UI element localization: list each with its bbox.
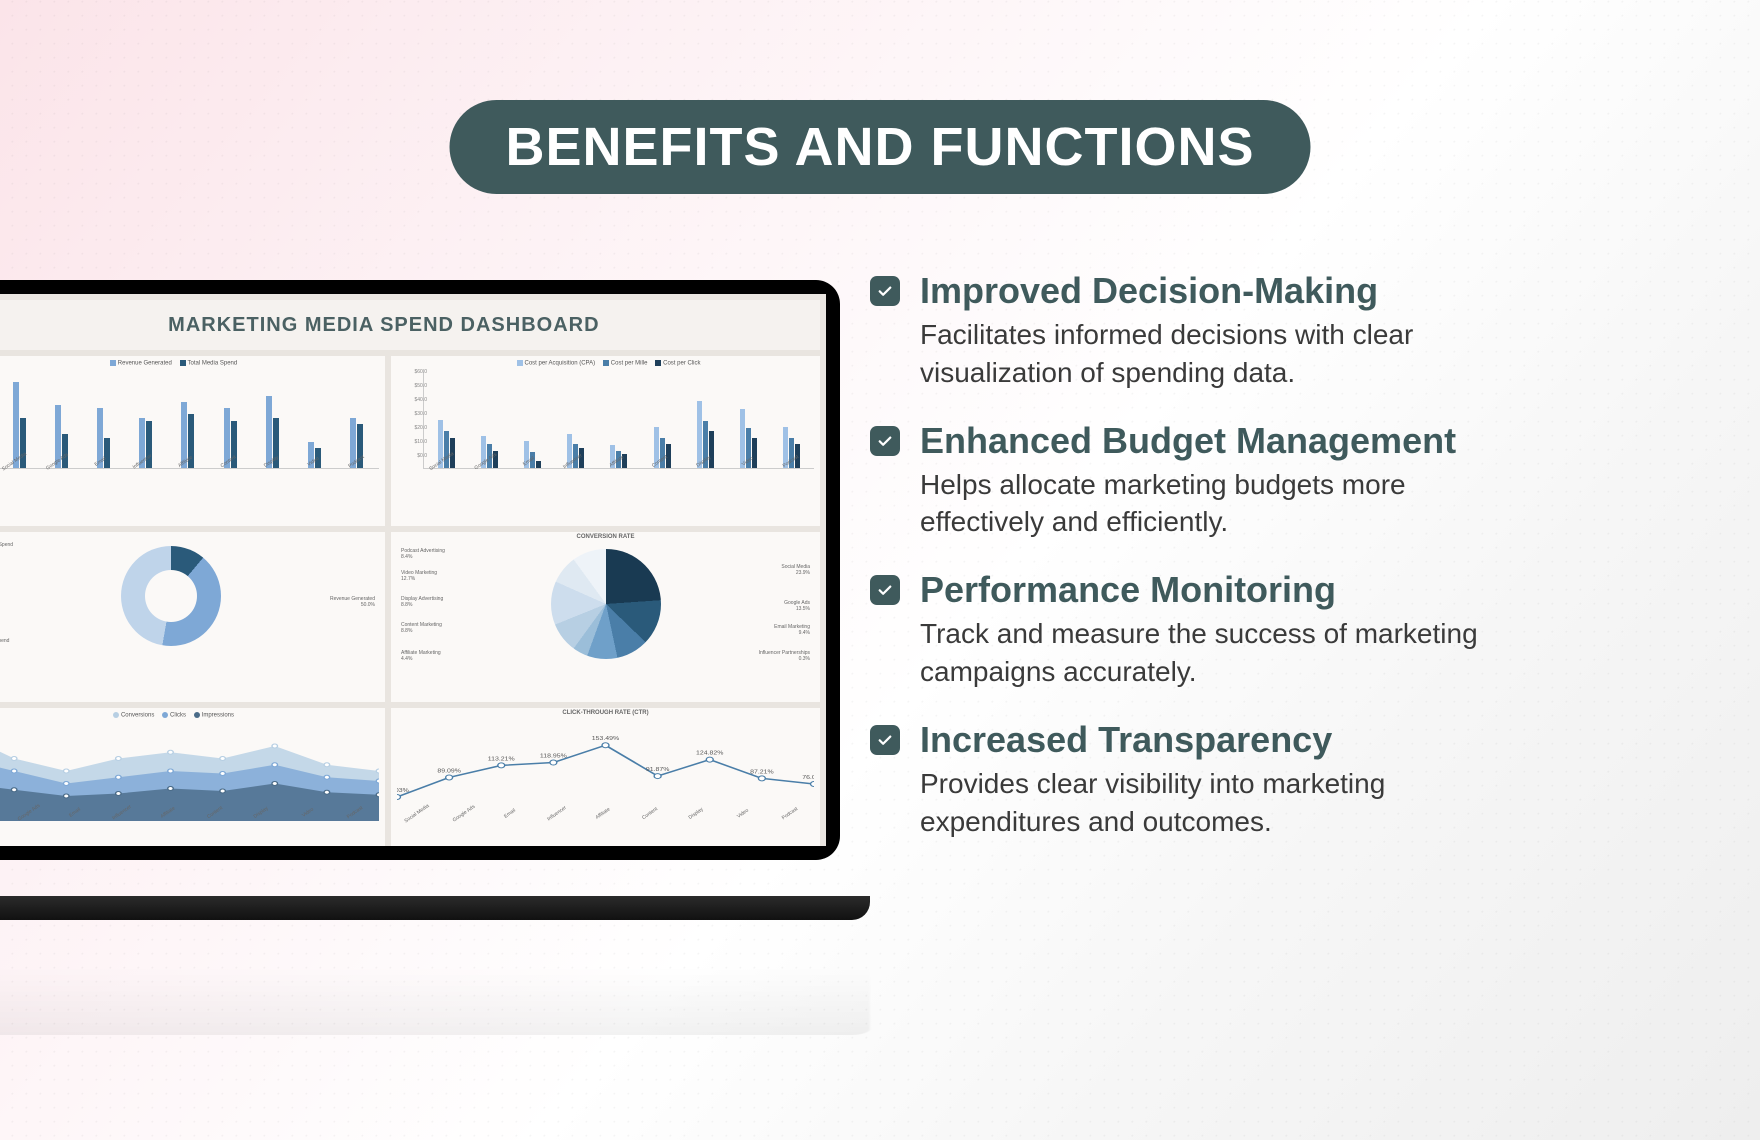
svg-text:118.95%: 118.95% bbox=[540, 754, 568, 759]
check-icon bbox=[870, 426, 900, 456]
benefit-title: Enhanced Budget Management bbox=[920, 420, 1480, 462]
legend-item: Conversions bbox=[121, 713, 154, 719]
donut-chart-spend-breakdown: Return on Ad Spend8.8% Total Media Spend… bbox=[0, 532, 385, 702]
laptop-mockup: YOUR LOGO Company NameCompan AddressComp… bbox=[0, 280, 840, 920]
pie-label: Display Advertising8.8% bbox=[401, 596, 443, 608]
laptop-screen: YOUR LOGO Company NameCompan AddressComp… bbox=[0, 294, 826, 846]
bar-chart-costs: Cost per Acquisition (CPA) Cost per Mill… bbox=[391, 356, 820, 526]
pie-label: Podcast Advertising8.4% bbox=[401, 548, 445, 560]
x-axis-labels: Social MediaGoogle AdsEmailInfluencerAff… bbox=[397, 824, 814, 830]
area-chart-engagement: Conversions Clicks Impressions Social Me… bbox=[0, 708, 385, 846]
laptop-body: YOUR LOGO Company NameCompan AddressComp… bbox=[0, 280, 840, 860]
pie-shape bbox=[551, 549, 661, 659]
pie-chart-conversion-rate: CONVERSION RATE Social Media23.9% Google… bbox=[391, 532, 820, 702]
chart-legend: Cost per Acquisition (CPA) Cost per Mill… bbox=[397, 360, 814, 367]
benefit-desc: Helps allocate marketing budgets more ef… bbox=[920, 466, 1480, 542]
pie-label: Google Ads13.5% bbox=[784, 600, 810, 612]
chart-legend: Conversions Clicks Impressions bbox=[0, 712, 379, 719]
dashboard: YOUR LOGO Company NameCompan AddressComp… bbox=[0, 294, 826, 846]
benefit-desc: Facilitates informed decisions with clea… bbox=[920, 316, 1480, 392]
line-chart-ctr: CLICK-THROUGH RATE (CTR) 50.03% 89.09% 1… bbox=[391, 708, 820, 846]
y-axis-ticks: $60.0$50.0$40.0$30.0$20.0$10.0$0.0 bbox=[397, 369, 427, 459]
pie-label: Social Media23.9% bbox=[781, 564, 810, 576]
check-icon bbox=[870, 575, 900, 605]
legend-item: Cost per Mille bbox=[611, 361, 648, 367]
svg-text:153.49%: 153.49% bbox=[592, 737, 620, 742]
legend-item: Cost per Acquisition (CPA) bbox=[525, 361, 596, 367]
dashboard-title: MARKETING MEDIA SPEND DASHBOARD bbox=[0, 314, 814, 337]
svg-text:113.21%: 113.21% bbox=[488, 757, 516, 762]
pie-label: Influencer Partnerships0.3% bbox=[759, 650, 810, 662]
bar-click bbox=[536, 461, 541, 468]
page-title-pill: BENEFITS AND FUNCTIONS bbox=[450, 100, 1311, 194]
svg-text:89.09%: 89.09% bbox=[437, 769, 461, 774]
bar-chart-revenue-vs-spend: Revenue Generated Total Media Spend $30,… bbox=[0, 356, 385, 526]
legend-item: Impressions bbox=[202, 713, 234, 719]
pie-container: Social Media23.9% Google Ads13.5% Email … bbox=[397, 544, 814, 664]
chart-title: CONVERSION RATE bbox=[577, 534, 635, 540]
bar-click bbox=[709, 431, 714, 468]
donut-label: Revenue Generated50.0% bbox=[330, 596, 375, 608]
dashboard-header: YOUR LOGO Company NameCompan AddressComp… bbox=[0, 300, 820, 350]
check-icon bbox=[870, 725, 900, 755]
benefit-title: Increased Transparency bbox=[920, 719, 1480, 761]
benefit-title: Performance Monitoring bbox=[920, 569, 1480, 611]
svg-text:87.21%: 87.21% bbox=[750, 770, 774, 775]
benefits-list: Improved Decision-Making Facilitates inf… bbox=[870, 270, 1700, 840]
legend-item: Revenue Generated bbox=[118, 361, 172, 367]
benefit-text: Improved Decision-Making Facilitates inf… bbox=[920, 270, 1480, 392]
pie-label: Content Marketing8.8% bbox=[401, 622, 442, 634]
svg-text:50.03%: 50.03% bbox=[397, 789, 409, 794]
pie-label: Email Marketing9.4% bbox=[774, 624, 810, 636]
bar-cpa bbox=[697, 401, 702, 468]
chart-legend: Revenue Generated Total Media Spend bbox=[0, 360, 379, 367]
benefit-title: Improved Decision-Making bbox=[920, 270, 1480, 312]
x-axis-labels: Social MediaGoogle AdsEmailInfluencerAff… bbox=[0, 471, 379, 477]
benefit-text: Performance Monitoring Track and measure… bbox=[920, 569, 1480, 691]
donut-label: Total Media Spend41.1% bbox=[0, 638, 9, 650]
x-axis-labels: Social MediaGoogle AdsEmailInfluencerAff… bbox=[0, 823, 379, 829]
svg-text:124.82%: 124.82% bbox=[696, 751, 724, 756]
svg-text:91.87%: 91.87% bbox=[646, 768, 670, 773]
legend-item: Clicks bbox=[170, 713, 186, 719]
benefit-text: Enhanced Budget Management Helps allocat… bbox=[920, 420, 1480, 542]
legend-item: Cost per Click bbox=[663, 361, 700, 367]
benefit-desc: Track and measure the success of marketi… bbox=[920, 615, 1480, 691]
svg-text:76.00%: 76.00% bbox=[802, 776, 814, 781]
benefit-item: Performance Monitoring Track and measure… bbox=[870, 569, 1700, 691]
benefit-item: Enhanced Budget Management Helps allocat… bbox=[870, 420, 1700, 542]
donut-label: Return on Ad Spend8.8% bbox=[0, 542, 13, 554]
donut-container: Return on Ad Spend8.8% Total Media Spend… bbox=[0, 536, 379, 656]
laptop-reflection bbox=[0, 965, 870, 1035]
donut-shape bbox=[121, 546, 221, 646]
benefit-item: Increased Transparency Provides clear vi… bbox=[870, 719, 1700, 841]
pie-label: Video Marketing12.7% bbox=[401, 570, 437, 582]
benefit-desc: Provides clear visibility into marketing… bbox=[920, 765, 1480, 841]
check-icon bbox=[870, 276, 900, 306]
page-title: BENEFITS AND FUNCTIONS bbox=[506, 117, 1255, 177]
x-axis-labels: Social MediaGoogle AdsEmailInfluencerAff… bbox=[423, 471, 814, 477]
benefit-text: Increased Transparency Provides clear vi… bbox=[920, 719, 1480, 841]
benefit-item: Improved Decision-Making Facilitates inf… bbox=[870, 270, 1700, 392]
laptop-base bbox=[0, 896, 870, 920]
chart-title: CLICK-THROUGH RATE (CTR) bbox=[562, 710, 648, 716]
pie-label: Affiliate Marketing4.4% bbox=[401, 650, 441, 662]
legend-item: Total Media Spend bbox=[188, 361, 238, 367]
